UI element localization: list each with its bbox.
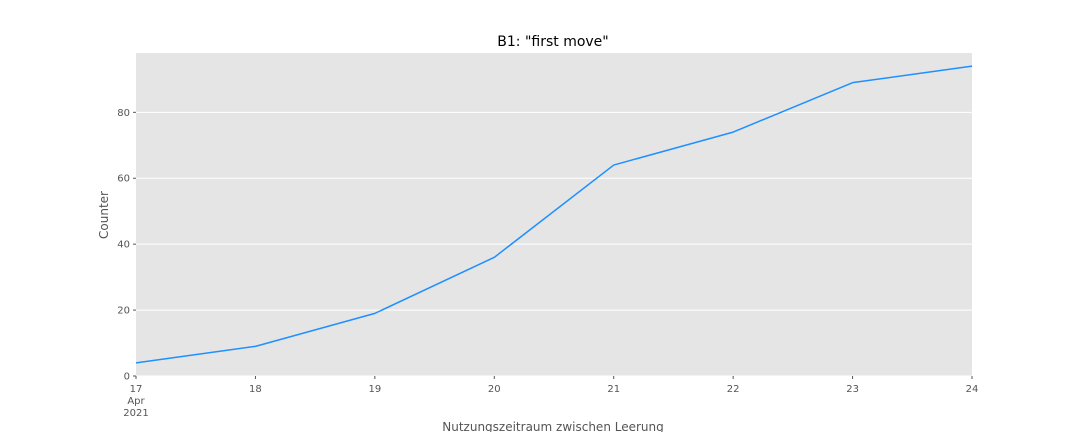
x-tick-sublabel: 2021 (123, 408, 148, 419)
x-tick-label: 20 (488, 384, 501, 395)
series-layer (135, 65, 973, 364)
x-tick-label: 22 (727, 384, 740, 395)
x-tick-label: 17 (130, 384, 143, 395)
grid-lines (136, 111, 972, 377)
x-axis-label: Nutzungszeitraum zwischen Leerung (442, 420, 664, 432)
y-axis-label: Counter (97, 191, 111, 239)
y-tick-label: 80 (117, 108, 130, 119)
x-tick-label: 19 (368, 384, 381, 395)
y-tick-label: 20 (117, 306, 130, 317)
chart-title: B1: "first move" (497, 34, 608, 50)
y-axis-ticks: 0 20 40 60 80 (117, 108, 136, 383)
x-tick-label: 24 (966, 384, 979, 395)
x-tick-sublabel: Apr (127, 396, 145, 407)
series-line (135, 65, 973, 364)
y-tick-label: 60 (117, 174, 130, 185)
x-tick-label: 18 (249, 384, 262, 395)
plot-area (136, 53, 972, 376)
y-tick-label: 40 (117, 240, 130, 251)
x-tick-label: 23 (846, 384, 859, 395)
x-tick-label: 21 (607, 384, 620, 395)
y-tick-label: 0 (124, 372, 130, 383)
